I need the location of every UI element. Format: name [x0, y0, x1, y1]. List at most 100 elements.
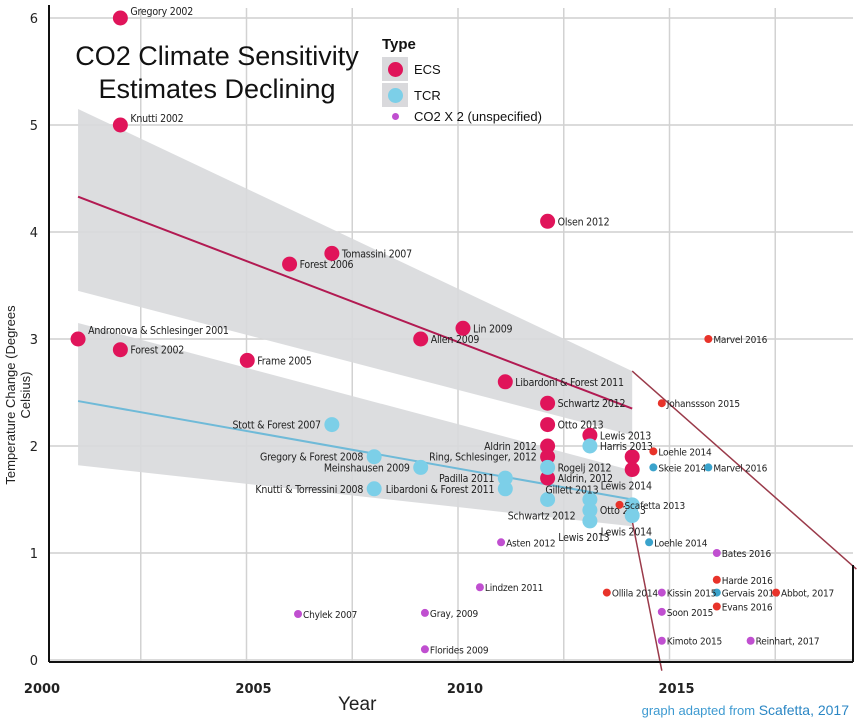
point-label: Andronova & Schlesinger 2001	[88, 325, 229, 337]
ecs-point	[112, 117, 128, 133]
tcr-point	[582, 492, 598, 507]
tcr-point	[366, 449, 382, 465]
point-label: Schwartz 2012	[508, 511, 576, 523]
y-tick-label: 1	[30, 547, 38, 562]
ecs-point	[540, 449, 556, 465]
point-label: Lin 2009	[473, 323, 512, 335]
ecs-point	[540, 438, 556, 454]
ecs-point	[497, 374, 513, 390]
y-tick-label: 2	[30, 440, 38, 455]
ecs-point	[455, 320, 471, 336]
unspecified-point	[712, 602, 721, 611]
ecs-point	[413, 331, 429, 347]
point-label: Otto 2013	[558, 420, 604, 432]
point-label: Loehle 2014	[658, 447, 712, 458]
point-label: Gregory 2002	[130, 6, 193, 18]
ecs-point	[624, 462, 640, 478]
unspecified-point	[420, 608, 429, 617]
unspecified-point	[649, 463, 658, 472]
unspecified-point	[712, 575, 721, 584]
point-label: Loehle 2014	[654, 538, 708, 549]
point-label: Scafetta 2013	[625, 501, 686, 512]
point-label: Aldrin, 2012	[558, 473, 613, 485]
tcr-point	[624, 497, 640, 513]
unspecified-point	[712, 588, 721, 597]
point-label: Meinshausen 2009	[324, 462, 410, 474]
tcr-point	[624, 508, 640, 524]
ecs-point	[582, 427, 598, 443]
ecs-point	[540, 213, 556, 229]
tcr-point	[413, 459, 429, 475]
y-tick-label: 3	[30, 333, 38, 348]
point-label: Abbot, 2017	[781, 589, 834, 600]
y-tick-label: 6	[30, 12, 38, 27]
tcr-point	[582, 502, 598, 518]
legend: Type ECS TCR CO2 X 2 (unspecified)	[382, 36, 542, 124]
unspecified-swatch	[382, 112, 408, 120]
unspecified-point	[615, 500, 624, 509]
point-label: Ring, Schlesinger, 2012	[429, 452, 537, 464]
legend-label: ECS	[414, 61, 441, 77]
point-label: Marvel 2016	[713, 335, 767, 346]
unspecified-point	[420, 645, 429, 654]
unspecified-point	[649, 447, 658, 456]
y-tick-label: 0	[30, 654, 38, 669]
credit: graph adapted from Scafetta, 2017	[642, 702, 849, 718]
tcr-point	[497, 470, 513, 486]
point-label: Lewis 2014	[601, 527, 652, 539]
point-label: Knutti 2002	[130, 113, 183, 125]
point-label: Tomassini 2007	[341, 248, 412, 260]
point-label: Aldrin 2012	[484, 441, 537, 453]
unspecified-point	[475, 583, 484, 592]
unspecified-point	[657, 399, 666, 408]
point-label: Olsen 2012	[558, 216, 610, 228]
tcr-point	[366, 481, 382, 497]
point-label: Schwartz 2012	[558, 398, 626, 410]
point-label: Asten 2012	[506, 538, 555, 549]
ecs-point	[540, 417, 556, 433]
boundary-line	[631, 520, 663, 671]
point-label: Lewis 2014	[601, 481, 652, 493]
point-label: Forest 2006	[300, 259, 354, 271]
point-label: Marvel 2016	[713, 463, 767, 474]
tcr-point	[324, 417, 340, 433]
legend-item-unspecified: CO2 X 2 (unspecified)	[382, 108, 542, 124]
chart-title: CO2 Climate Sensitivity Estimates Declin…	[75, 41, 359, 104]
point-label: Kimoto 2015	[667, 637, 722, 648]
tcr-point	[497, 481, 513, 497]
ecs-point	[324, 245, 340, 261]
point-label: Florides 2009	[430, 645, 489, 656]
point-label: Gervais 2016	[722, 589, 780, 600]
ecs-point	[282, 256, 298, 272]
point-label: Harris 2013	[600, 441, 653, 453]
unspecified-point	[497, 538, 506, 547]
unspecified-point	[602, 588, 611, 597]
tcr-point	[540, 492, 556, 507]
point-label: Libardoni & Forest 2011	[515, 377, 624, 389]
credit-source: Scafetta, 2017	[758, 702, 849, 718]
ecs-point	[70, 331, 86, 347]
unspecified-point	[294, 609, 303, 618]
legend-label: CO2 X 2 (unspecified)	[414, 108, 542, 124]
x-tick-label: 2000	[24, 682, 60, 697]
unspecified-point	[746, 636, 755, 645]
ecs-point	[540, 395, 556, 411]
ecs-swatch	[382, 57, 408, 81]
tcr-point	[582, 513, 598, 529]
point-label: Padilla 2011	[439, 473, 495, 485]
ecs-point	[624, 449, 640, 465]
legend-item-tcr: TCR	[382, 82, 542, 108]
point-label: Harde 2016	[722, 576, 773, 587]
ecs-point	[112, 10, 128, 26]
trend-line-ecs	[77, 195, 633, 410]
unspecified-point	[657, 636, 666, 645]
point-label: Johanssson 2015	[666, 399, 740, 410]
legend-title: Type	[382, 36, 416, 53]
unspecified-point	[657, 607, 666, 616]
point-label: Gray, 2009	[430, 609, 479, 620]
confidence-band-ecs	[78, 108, 633, 436]
point-label: Rogelj 2012	[558, 462, 612, 474]
trend-line-tcr	[77, 400, 633, 501]
y-axis-label: Temperature Change (Degrees Celsius)	[3, 305, 33, 485]
